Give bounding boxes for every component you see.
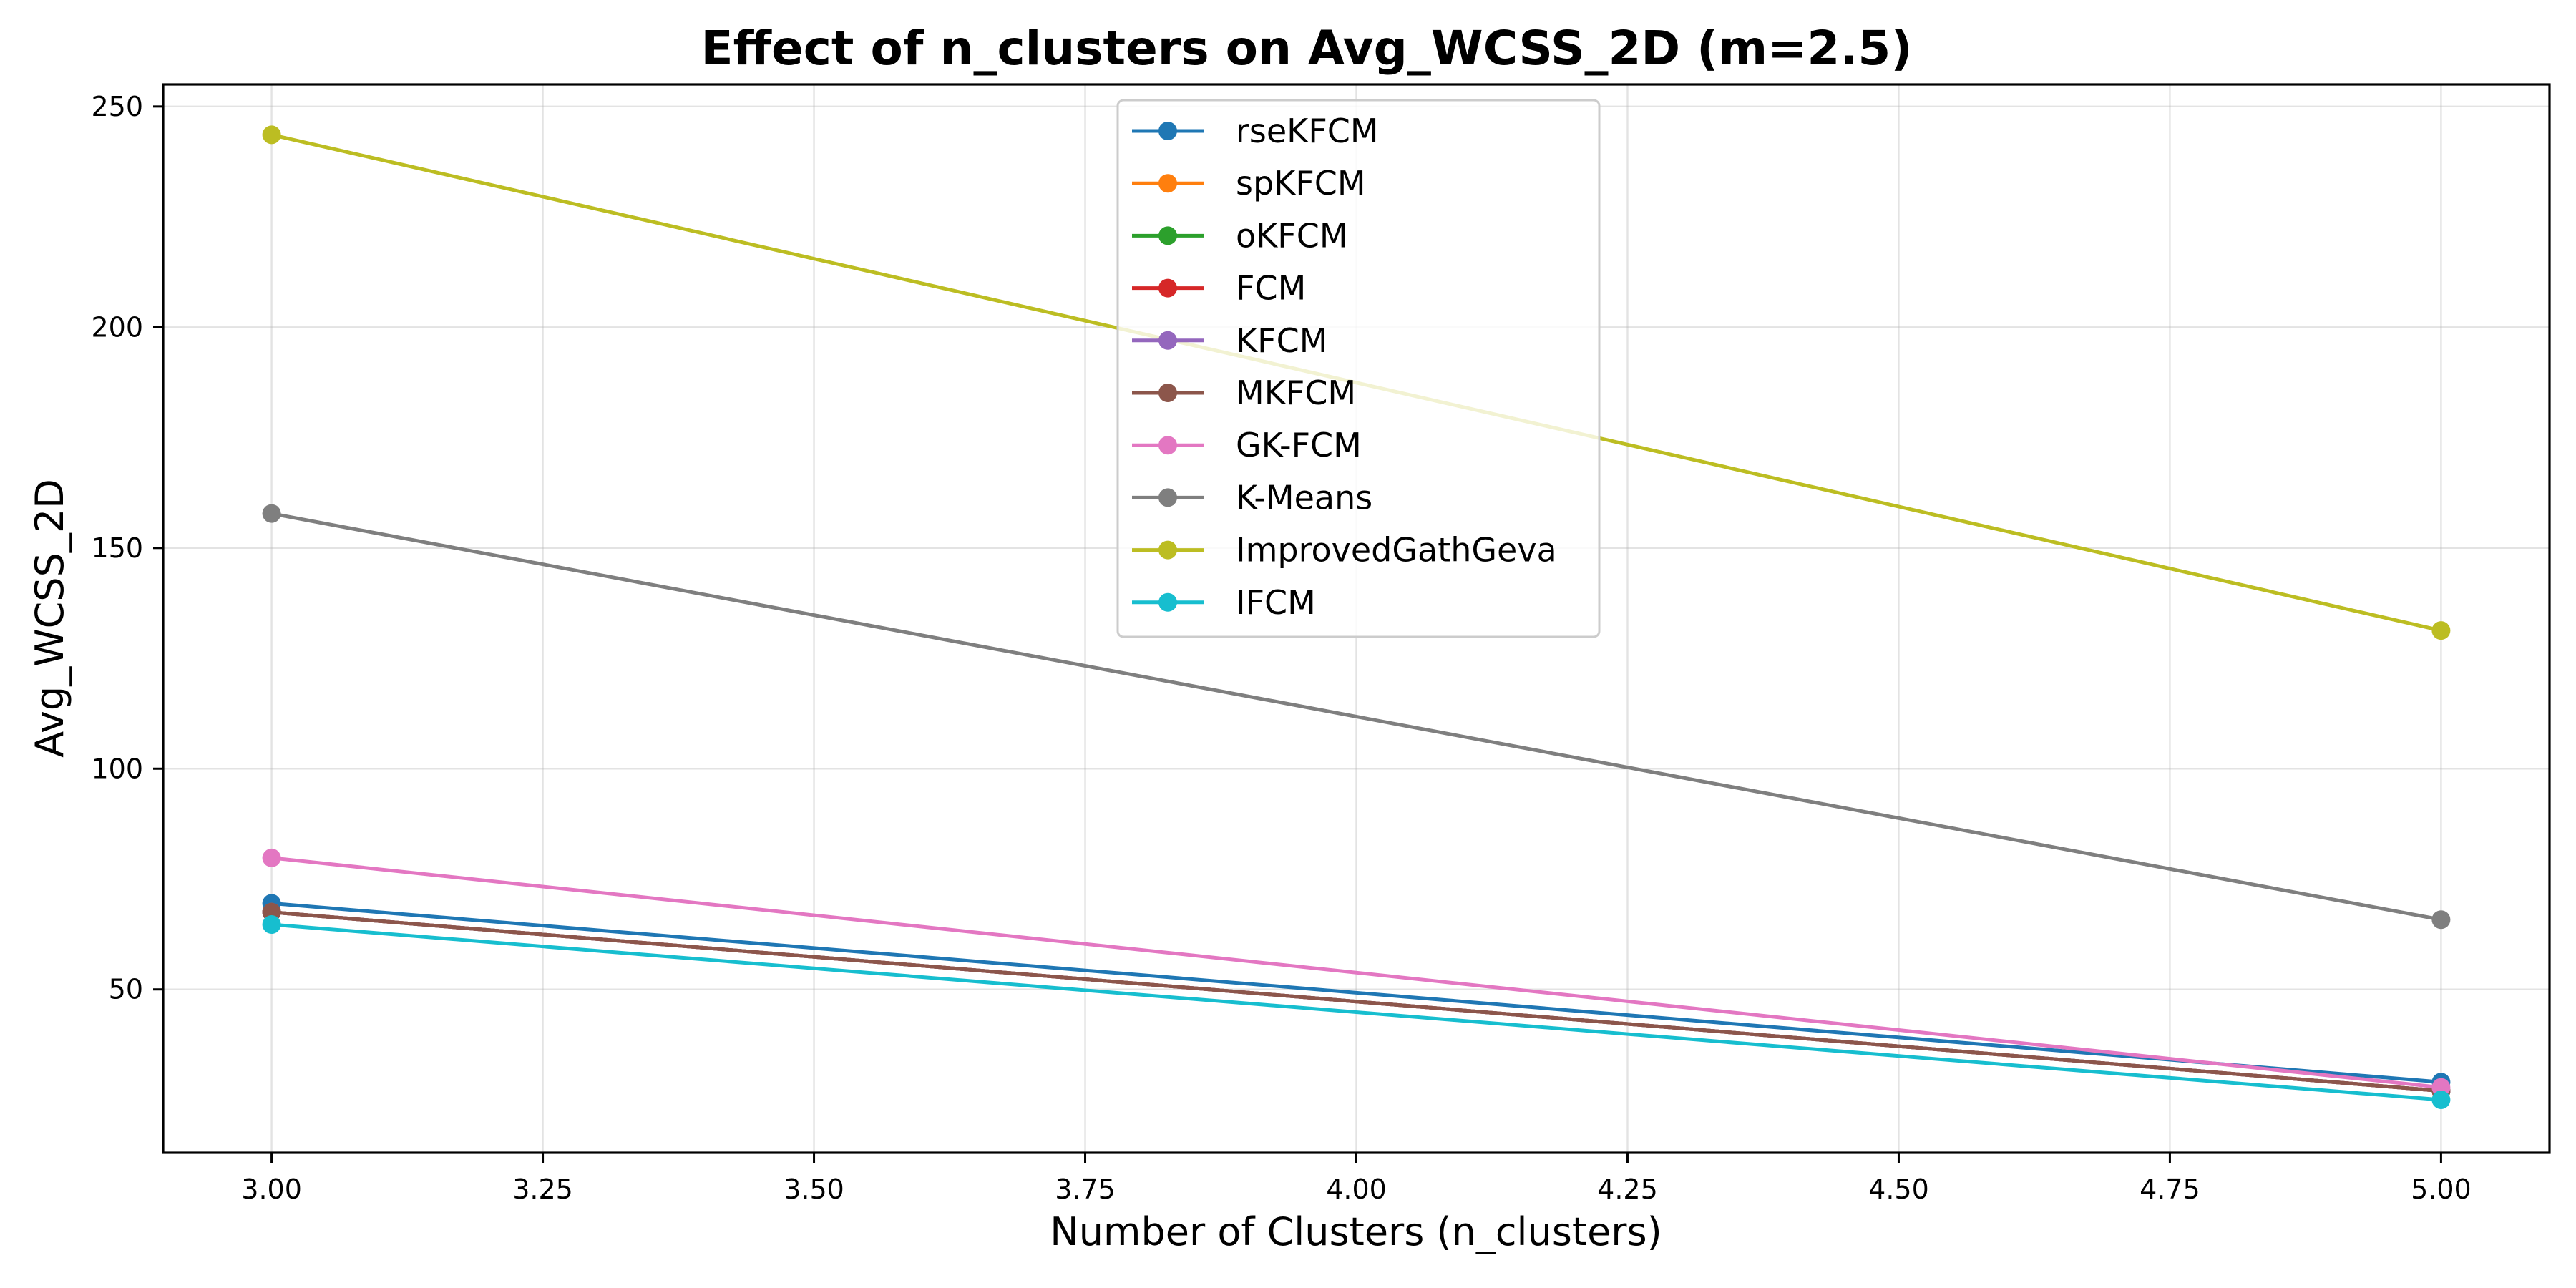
legend-item-okfcm: oKFCM bbox=[1132, 216, 1348, 255]
x-axis-label: Number of Clusters (n_clusters) bbox=[1050, 1209, 1662, 1254]
legend-marker bbox=[1158, 436, 1177, 455]
legend-box bbox=[1116, 99, 1601, 638]
legend-item-improvedgathgeva: ImprovedGathGeva bbox=[1132, 531, 1557, 570]
data-point bbox=[2431, 910, 2451, 930]
y-tick-label: 200 bbox=[91, 311, 143, 343]
x-tick-label: 4.75 bbox=[2140, 1174, 2200, 1205]
legend-item-ifcm: IFCM bbox=[1132, 583, 1316, 622]
legend-marker bbox=[1158, 331, 1177, 350]
series-layer bbox=[262, 125, 2451, 1109]
legend-marker bbox=[1158, 122, 1177, 140]
x-tick-label: 3.75 bbox=[1055, 1174, 1116, 1205]
x-tick-label: 3.50 bbox=[784, 1174, 844, 1205]
legend-label: oKFCM bbox=[1236, 216, 1348, 255]
legend-marker bbox=[1158, 174, 1177, 193]
x-tick-label: 4.00 bbox=[1326, 1174, 1387, 1205]
legend: rseKFCM spKFCM oKFCM FCM KFCM MKFCM GK-FCM K-Me… bbox=[1116, 99, 1601, 638]
legend-item-k-means: K-Means bbox=[1132, 478, 1372, 517]
data-point bbox=[262, 504, 281, 523]
series-line bbox=[271, 856, 2441, 1090]
x-tick-label: 3.00 bbox=[241, 1174, 302, 1205]
data-point bbox=[2431, 621, 2451, 640]
x-tick-label: 4.50 bbox=[1868, 1174, 1929, 1205]
legend-item-spkfcm: spKFCM bbox=[1132, 164, 1366, 203]
x-tick-label: 3.25 bbox=[512, 1174, 573, 1205]
legend-marker bbox=[1158, 384, 1177, 402]
legend-item-kfcm: KFCM bbox=[1132, 321, 1327, 360]
legend-item-mkfcm: MKFCM bbox=[1132, 374, 1356, 412]
legend-label: rseKFCM bbox=[1236, 112, 1379, 150]
legend-label: K-Means bbox=[1236, 478, 1372, 517]
series-line bbox=[271, 910, 2441, 1093]
legend-item-fcm: FCM bbox=[1132, 269, 1306, 308]
legend-item-rsekfcm: rseKFCM bbox=[1132, 112, 1379, 150]
x-tick-label: 4.25 bbox=[1597, 1174, 1658, 1205]
chart-title: Effect of n_clusters on Avg_WCSS_2D (m=2… bbox=[701, 21, 1913, 76]
x-tick-label: 5.00 bbox=[2411, 1174, 2472, 1205]
y-tick-label: 100 bbox=[91, 753, 143, 784]
legend-marker bbox=[1158, 488, 1177, 507]
series-ifcm bbox=[262, 915, 2451, 1109]
legend-marker bbox=[1158, 278, 1177, 298]
series-k-means bbox=[262, 504, 2451, 930]
legend-label: IFCM bbox=[1236, 583, 1316, 622]
legend-label: FCM bbox=[1236, 269, 1306, 308]
y-axis-label: Avg_WCSS_2D bbox=[27, 479, 72, 758]
legend-label: ImprovedGathGeva bbox=[1236, 531, 1557, 570]
series-line bbox=[271, 512, 2441, 922]
legend-label: spKFCM bbox=[1236, 164, 1366, 203]
legend-marker bbox=[1158, 592, 1177, 612]
legend-label: KFCM bbox=[1236, 321, 1327, 360]
data-point bbox=[2431, 1090, 2451, 1109]
data-point bbox=[262, 125, 281, 145]
legend-marker bbox=[1158, 226, 1177, 245]
y-tick-label: 150 bbox=[91, 532, 143, 564]
series-line bbox=[271, 901, 2441, 1084]
legend-marker bbox=[1158, 540, 1177, 560]
data-point bbox=[262, 915, 281, 935]
series-line bbox=[271, 922, 2441, 1102]
legend-label: MKFCM bbox=[1236, 374, 1356, 412]
data-point bbox=[262, 848, 281, 867]
legend-label: GK-FCM bbox=[1236, 426, 1362, 464]
y-tick-label: 250 bbox=[91, 91, 143, 122]
legend-item-gk-fcm: GK-FCM bbox=[1132, 426, 1362, 464]
y-tick-label: 50 bbox=[109, 974, 143, 1005]
axis-ticks: 3.00 3.25 3.50 3.75 4.00 4.25 4.50 4.75 5.00 50 10… bbox=[91, 91, 2471, 1205]
